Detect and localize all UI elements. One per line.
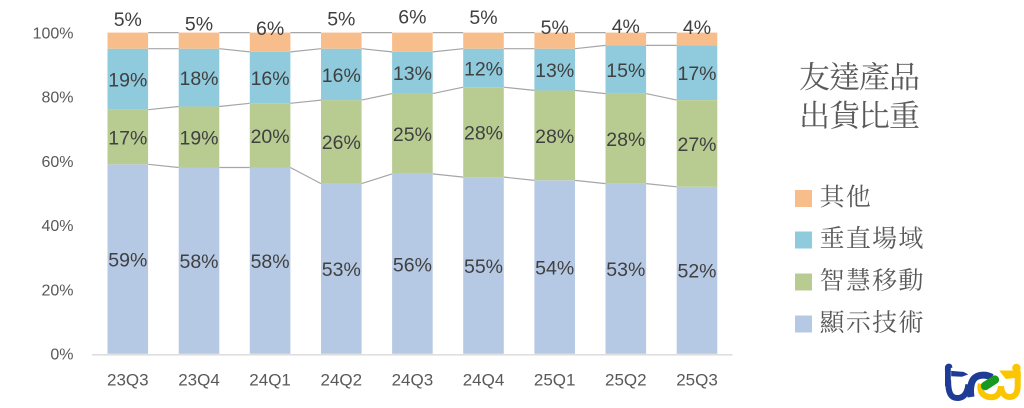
svg-text:18%: 18% <box>179 68 218 90</box>
svg-text:40%: 40% <box>41 218 73 235</box>
svg-text:6%: 6% <box>256 18 284 40</box>
svg-text:16%: 16% <box>322 65 361 87</box>
svg-text:5%: 5% <box>185 13 213 35</box>
svg-text:24Q4: 24Q4 <box>463 371 505 390</box>
svg-text:17%: 17% <box>108 127 147 149</box>
svg-text:53%: 53% <box>606 259 645 281</box>
svg-text:24Q2: 24Q2 <box>321 371 363 390</box>
svg-text:25Q1: 25Q1 <box>534 371 576 390</box>
svg-text:4%: 4% <box>683 17 711 39</box>
svg-text:12%: 12% <box>464 58 503 80</box>
svg-text:5%: 5% <box>541 17 569 39</box>
svg-text:0%: 0% <box>50 347 73 364</box>
svg-text:58%: 58% <box>179 251 218 273</box>
svg-text:5%: 5% <box>327 9 355 31</box>
svg-text:54%: 54% <box>535 258 574 280</box>
svg-text:24Q3: 24Q3 <box>392 371 434 390</box>
svg-text:20%: 20% <box>251 126 290 148</box>
svg-text:24Q1: 24Q1 <box>249 371 291 390</box>
svg-text:25Q3: 25Q3 <box>676 371 718 390</box>
svg-text:100%: 100% <box>33 25 74 42</box>
svg-text:20%: 20% <box>41 282 73 299</box>
svg-text:13%: 13% <box>393 63 432 85</box>
svg-text:23Q3: 23Q3 <box>107 371 149 390</box>
svg-text:16%: 16% <box>251 68 290 90</box>
svg-text:58%: 58% <box>251 251 290 273</box>
svg-text:6%: 6% <box>398 6 426 28</box>
svg-text:28%: 28% <box>464 123 503 145</box>
svg-text:25%: 25% <box>393 124 432 146</box>
svg-text:5%: 5% <box>469 7 497 29</box>
svg-text:5%: 5% <box>114 9 142 31</box>
svg-text:26%: 26% <box>322 132 361 154</box>
svg-text:19%: 19% <box>179 127 218 149</box>
svg-text:28%: 28% <box>606 129 645 151</box>
svg-text:53%: 53% <box>322 259 361 281</box>
svg-text:28%: 28% <box>535 126 574 148</box>
svg-text:4%: 4% <box>612 16 640 38</box>
svg-text:17%: 17% <box>677 63 716 85</box>
svg-text:23Q4: 23Q4 <box>178 371 220 390</box>
svg-text:19%: 19% <box>108 70 147 92</box>
svg-text:59%: 59% <box>108 249 147 271</box>
svg-text:52%: 52% <box>677 261 716 283</box>
svg-text:60%: 60% <box>41 154 73 171</box>
svg-text:80%: 80% <box>41 90 73 107</box>
svg-text:25Q2: 25Q2 <box>605 371 647 390</box>
svg-text:27%: 27% <box>677 134 716 156</box>
svg-text:55%: 55% <box>464 256 503 278</box>
svg-text:56%: 56% <box>393 254 432 276</box>
svg-text:15%: 15% <box>606 60 645 82</box>
svg-text:13%: 13% <box>535 60 574 82</box>
